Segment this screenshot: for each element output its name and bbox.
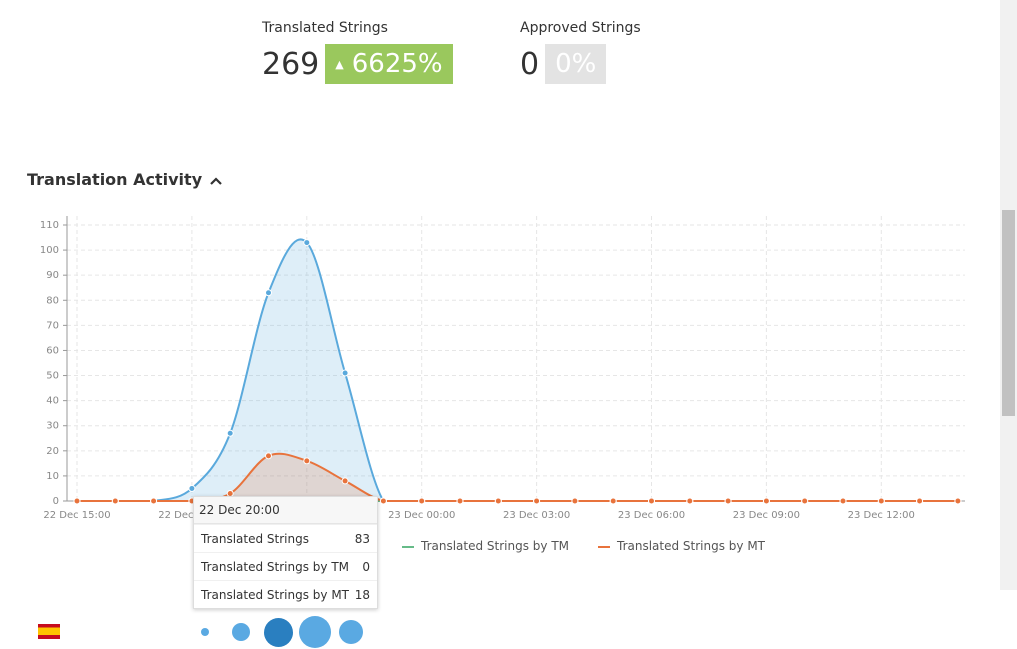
flag-icon (38, 624, 60, 639)
legend-label: Translated Strings by TM (421, 539, 570, 553)
dot (299, 616, 331, 648)
chart: 0 10 20 30 40 50 60 70 80 90 100 110 22 Dec 15:00 22 … (40, 216, 965, 520)
dot (339, 620, 363, 644)
point (456, 497, 464, 505)
stat-value: 269 (262, 46, 320, 82)
y-tick-label: 110 (40, 220, 59, 231)
dot (201, 628, 209, 636)
point (609, 497, 617, 505)
tooltip-label: Translated Strings by TM (201, 560, 350, 574)
stat-label: Translated Strings (262, 20, 388, 36)
x-tick-label: 23 Dec 06:00 (618, 510, 685, 520)
tooltip-value: 18 (354, 588, 370, 602)
x-tick-label: 23 Dec 03:00 (503, 510, 570, 520)
y-tick-label: 70 (46, 320, 59, 331)
tooltip-row: Translated Strings by TM 0 (194, 552, 377, 580)
tooltip-row: Translated Strings by MT 18 (194, 580, 377, 608)
point (150, 497, 158, 505)
point (188, 484, 196, 492)
point (533, 497, 541, 505)
tooltip-value: 0 (362, 560, 370, 574)
dot (232, 623, 250, 641)
point (265, 289, 272, 297)
y-tick-label: 10 (46, 471, 59, 482)
y-tick-label: 90 (46, 270, 59, 281)
x-tick-label: 22 Dec 18:00 (158, 510, 225, 520)
point (418, 497, 426, 505)
point (762, 497, 770, 505)
point (379, 497, 387, 505)
line (76, 238, 958, 503)
section-header[interactable]: Translation Activity (27, 170, 222, 189)
tooltip-row: Translated Strings 83 (194, 524, 377, 552)
legend-label: Translated Strings by MT (617, 539, 766, 553)
y-tick-label: 80 (46, 295, 59, 306)
point (303, 457, 311, 465)
legend-swatch (402, 545, 414, 548)
area (77, 239, 958, 502)
stat: Translated Strings 269 ▲ 6625% (262, 20, 453, 84)
section-title: Translation Activity (27, 170, 203, 189)
legend-item[interactable]: Translated Strings by TM (402, 539, 569, 553)
x-tick-label: 23 Dec 12:00 (848, 510, 915, 520)
x-tick-label: 22 Dec 15:00 (43, 510, 110, 520)
point (801, 497, 809, 505)
point (954, 497, 962, 505)
point (724, 497, 732, 505)
y-tick-label: 0 (53, 496, 59, 507)
point (226, 429, 234, 437)
y-tick-label: 20 (46, 446, 59, 457)
point (571, 497, 579, 505)
point (341, 477, 349, 485)
point (73, 497, 81, 505)
point (839, 497, 847, 505)
y-tick-label: 30 (46, 421, 59, 432)
stat-label: Approved Strings (520, 20, 641, 36)
tooltip: 22 Dec 20:00 Translated Strings 83 Transl… (193, 496, 378, 609)
tooltip-label: Translated Strings (201, 532, 309, 546)
dot (264, 618, 293, 647)
point (265, 452, 272, 460)
y-tick-label: 50 (46, 371, 59, 382)
stat: Approved Strings 0 0% (520, 20, 641, 84)
scrollbar-thumb[interactable] (1002, 210, 1015, 416)
point (916, 497, 924, 505)
stat-change: 0% (545, 44, 607, 84)
tooltip-value: 83 (354, 532, 370, 546)
stat-change: ▲ 6625% (325, 44, 453, 84)
point (111, 497, 119, 505)
tooltip-label: Translated Strings by MT (201, 588, 350, 602)
x-tick-label: 23 Dec 00:00 (388, 510, 455, 520)
collapse-icon (210, 176, 222, 185)
stat-change-text: 6625% (351, 49, 443, 79)
legend-item[interactable]: Translated Strings by MT (598, 539, 765, 553)
y-tick-label: 100 (40, 245, 59, 256)
point (303, 239, 311, 247)
point (341, 369, 349, 377)
legend-swatch (598, 545, 610, 548)
point (877, 497, 885, 505)
y-tick-label: 40 (46, 396, 59, 407)
y-tick-label: 60 (46, 345, 59, 356)
tooltip-title: 22 Dec 20:00 (194, 497, 377, 524)
point (494, 497, 502, 505)
point (648, 497, 655, 505)
x-tick-label: 23 Dec 09:00 (733, 510, 800, 520)
stat-value: 0 (520, 46, 540, 82)
area (77, 453, 958, 501)
point (686, 497, 694, 505)
